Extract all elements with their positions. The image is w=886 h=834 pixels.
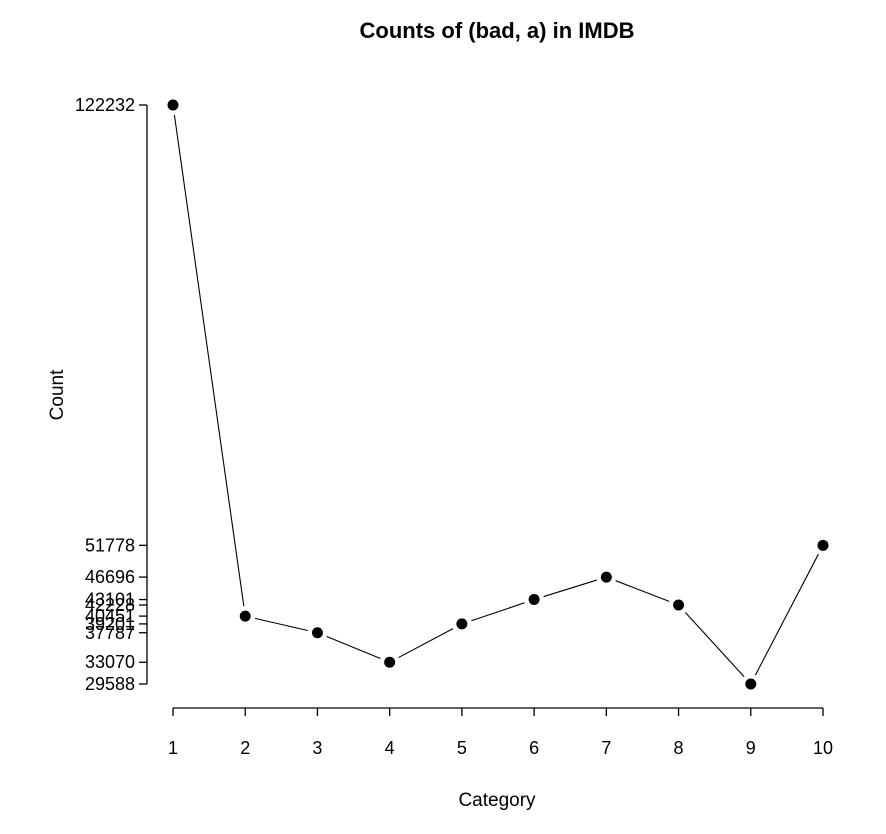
y-tick-label: 29588	[85, 674, 135, 694]
data-point	[239, 610, 251, 622]
series-line-segment	[615, 580, 670, 602]
chart-title: Counts of (bad, a) in IMDB	[360, 18, 635, 43]
data-point	[167, 99, 179, 111]
series-line-segment	[173, 114, 245, 607]
series-line-segment	[398, 628, 454, 659]
y-tick-label: 122232	[75, 95, 135, 115]
x-tick-label: 3	[312, 738, 322, 758]
series-line	[173, 114, 819, 677]
x-axis: 1 2 3 4 5 6 7 8 9 10	[168, 707, 833, 758]
x-tick-label: 2	[240, 738, 250, 758]
series-line-segment	[471, 602, 525, 622]
x-tick-label: 1	[168, 738, 178, 758]
x-tick-label: 7	[601, 738, 611, 758]
y-tick-label: 42228	[85, 595, 135, 615]
x-tick-label: 9	[746, 738, 756, 758]
data-point	[600, 571, 612, 583]
series-line-segment	[684, 612, 745, 677]
x-tick-label: 10	[813, 738, 833, 758]
y-axis-label: Count	[47, 369, 68, 420]
series-line-segment	[754, 553, 819, 676]
data-point	[311, 627, 323, 639]
data-point	[745, 678, 757, 690]
y-tick-label: 43101	[85, 590, 135, 610]
series-line-segment	[543, 579, 597, 598]
data-point	[384, 656, 396, 668]
series-line-segment	[254, 617, 308, 632]
x-tick-label: 4	[385, 738, 395, 758]
y-tick-label: 46696	[85, 567, 135, 587]
data-point	[456, 618, 468, 630]
x-tick-label: 5	[457, 738, 467, 758]
x-tick-label: 6	[529, 738, 539, 758]
x-tick-label: 8	[674, 738, 684, 758]
x-axis-label: Category	[458, 790, 536, 811]
y-tick-label: 51778	[85, 535, 135, 555]
data-point	[528, 594, 540, 606]
y-tick-label: 39201	[85, 614, 135, 634]
y-tick-label: 33070	[85, 652, 135, 672]
data-point	[817, 539, 829, 551]
data-point	[673, 599, 685, 611]
y-tick-label: 40451	[85, 606, 135, 626]
series-line-segment	[326, 636, 381, 659]
y-tick-label: 37787	[85, 623, 135, 643]
data-points	[167, 99, 829, 690]
